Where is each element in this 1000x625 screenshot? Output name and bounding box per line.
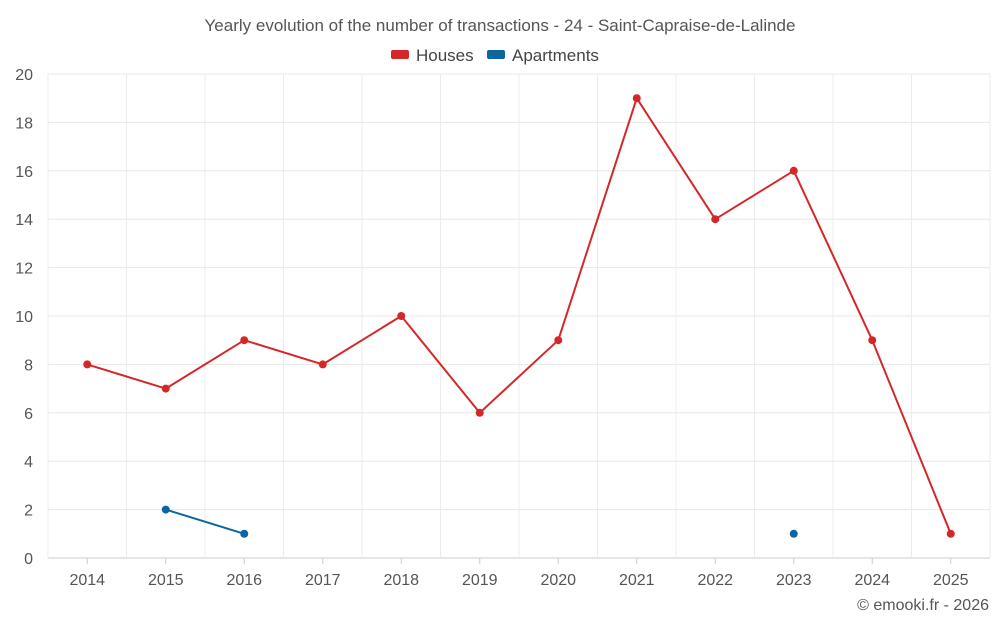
y-tick-label: 20 xyxy=(15,67,33,84)
houses-point[interactable] xyxy=(397,312,406,320)
y-tick-label: 8 xyxy=(24,357,33,374)
x-tick-label: 2024 xyxy=(854,572,890,589)
x-tick-label: 2023 xyxy=(776,572,812,589)
legend-swatch-houses xyxy=(391,50,409,59)
axes: 0 2 4 6 8 10 12 14 16 18 20 2014 2015 2016 2017 2018 201… xyxy=(15,67,968,589)
series xyxy=(83,94,955,538)
x-tick-label: 2022 xyxy=(697,572,733,589)
apartments-line xyxy=(165,508,245,535)
x-tick-label: 2017 xyxy=(305,572,341,589)
y-tick-label: 18 xyxy=(15,115,33,132)
houses-point[interactable] xyxy=(83,360,92,369)
apartments-point[interactable] xyxy=(789,529,798,538)
chart-title: Yearly evolution of the number of transa… xyxy=(205,16,796,35)
grid xyxy=(47,73,991,559)
legend-label-apartments: Apartments xyxy=(512,46,599,65)
x-tick-label: 2014 xyxy=(69,572,105,589)
houses-line xyxy=(86,97,952,535)
houses-point[interactable] xyxy=(632,94,641,103)
houses-point[interactable] xyxy=(240,336,249,345)
x-tick-label: 2020 xyxy=(540,572,576,589)
y-tick-label: 4 xyxy=(24,454,33,471)
houses-point[interactable] xyxy=(711,215,720,224)
apartments-point[interactable] xyxy=(240,529,249,538)
credit-text: © emooki.fr - 2026 xyxy=(857,597,989,614)
x-tick-label: 2021 xyxy=(619,572,655,589)
y-tick-label: 14 xyxy=(15,212,33,229)
y-tick-label: 2 xyxy=(24,503,33,520)
series-apartments xyxy=(161,505,798,538)
x-tick-label: 2018 xyxy=(383,572,419,589)
y-tick-label: 10 xyxy=(15,309,33,326)
y-tick-label: 12 xyxy=(15,261,33,278)
houses-point[interactable] xyxy=(946,529,955,538)
houses-point[interactable] xyxy=(554,336,563,345)
x-tick-label: 2016 xyxy=(226,572,262,589)
houses-point[interactable] xyxy=(475,408,484,417)
x-tick-label: 2015 xyxy=(148,572,184,589)
y-tick-label: 6 xyxy=(24,406,33,423)
legend-item-houses[interactable]: Houses xyxy=(391,46,474,65)
apartments-point[interactable] xyxy=(161,505,170,514)
y-tick-label: 16 xyxy=(15,164,33,181)
series-houses xyxy=(83,94,955,538)
legend-label-houses: Houses xyxy=(416,46,474,65)
houses-point[interactable] xyxy=(161,384,170,393)
legend-item-apartments[interactable]: Apartments xyxy=(487,46,599,65)
houses-point[interactable] xyxy=(868,336,877,345)
legend-swatch-apartments xyxy=(487,50,505,59)
y-tick-label: 0 xyxy=(24,551,33,568)
houses-point[interactable] xyxy=(318,360,327,369)
x-tick-label: 2019 xyxy=(462,572,498,589)
legend: Houses Apartments xyxy=(391,46,599,65)
x-tick-label: 2025 xyxy=(933,572,969,589)
houses-point[interactable] xyxy=(789,166,798,175)
